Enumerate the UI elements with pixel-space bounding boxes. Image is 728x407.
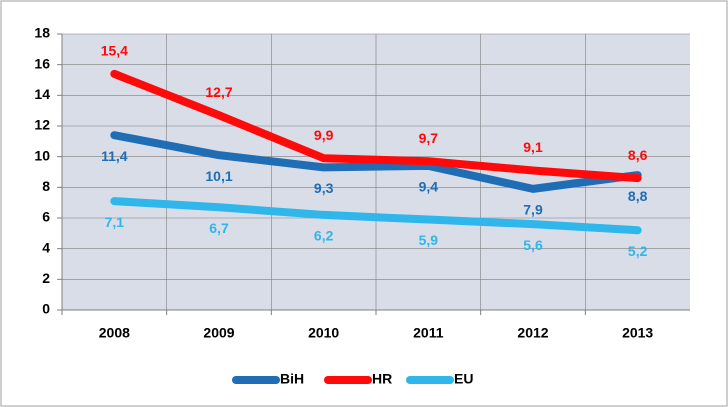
x-tick-label: 2011 — [413, 325, 444, 341]
y-tick-label: 4 — [42, 239, 50, 255]
data-label: 8,8 — [628, 188, 648, 204]
y-tick-label: 6 — [42, 209, 50, 225]
y-tick-label: 2 — [42, 270, 50, 286]
legend-label: EU — [454, 371, 473, 387]
data-label: 9,1 — [523, 139, 543, 155]
y-tick-label: 18 — [34, 25, 50, 41]
x-tick-label: 2010 — [308, 325, 339, 341]
data-label: 10,1 — [205, 168, 232, 184]
data-label: 5,9 — [419, 232, 439, 248]
data-label: 9,9 — [314, 127, 334, 143]
y-tick-label: 12 — [34, 117, 50, 133]
data-label: 6,2 — [314, 228, 334, 244]
x-tick-label: 2012 — [517, 325, 548, 341]
legend-label: BiH — [280, 371, 304, 387]
legend-label: HR — [372, 371, 392, 387]
data-label: 7,9 — [523, 202, 543, 218]
y-tick-label: 0 — [42, 301, 50, 317]
y-tick-label: 10 — [34, 147, 50, 163]
x-tick-label: 2008 — [99, 325, 130, 341]
series-line — [110, 69, 642, 183]
x-tick-label: 2009 — [203, 325, 234, 341]
y-tick-label: 16 — [34, 55, 50, 71]
data-label: 8,6 — [628, 147, 648, 163]
data-label: 7,1 — [105, 214, 125, 230]
data-label: 5,2 — [628, 243, 648, 259]
data-label: 9,3 — [314, 180, 334, 196]
data-label: 11,4 — [101, 148, 128, 164]
series-line — [110, 131, 642, 193]
data-label: 9,7 — [419, 130, 439, 146]
data-label: 12,7 — [205, 84, 232, 100]
series-line — [110, 197, 642, 235]
data-label: 9,4 — [419, 179, 439, 195]
y-tick-label: 8 — [42, 178, 50, 194]
data-label: 15,4 — [101, 43, 128, 59]
data-label: 5,6 — [523, 237, 543, 253]
y-tick-label: 14 — [34, 86, 50, 102]
x-tick-label: 2013 — [622, 325, 653, 341]
data-label: 6,7 — [209, 220, 229, 236]
